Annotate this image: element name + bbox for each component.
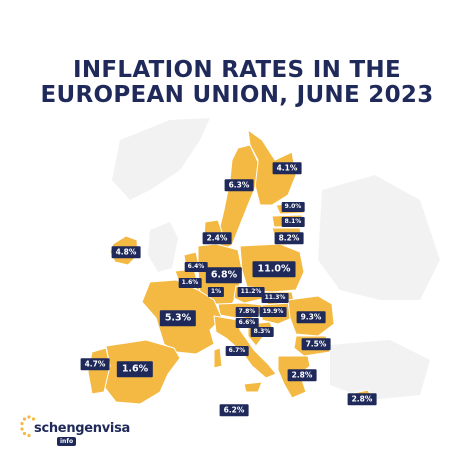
label-denmark: 2.4% — [202, 232, 232, 244]
label-spain: 1.6% — [116, 361, 154, 377]
label-germany: 6.8% — [205, 267, 243, 283]
label-netherlands: 6.4% — [184, 262, 208, 272]
label-malta: 6.2% — [219, 404, 249, 416]
label-slovakia: 11.3% — [261, 293, 289, 303]
label-bulgaria: 7.5% — [301, 338, 331, 350]
label-italy: 6.7% — [225, 346, 249, 356]
label-luxembourg: 1% — [207, 287, 225, 297]
logo-wordmark: schengenvisa — [34, 421, 130, 436]
label-poland: 11.0% — [252, 261, 296, 277]
label-greece: 2.8% — [287, 369, 317, 381]
label-lithuania: 8.2% — [274, 232, 304, 244]
label-croatia: 8.3% — [250, 327, 274, 337]
schengenvisa-logo-stars-icon — [20, 415, 36, 438]
label-france: 5.3% — [159, 310, 197, 326]
label-ireland: 4.8% — [111, 246, 141, 258]
label-finland: 4.1% — [272, 162, 302, 174]
country-finland — [247, 129, 297, 206]
island-sardinia — [213, 347, 223, 369]
label-austria: 7.8% — [235, 307, 259, 317]
island-sicily — [243, 381, 263, 393]
label-estonia: 9.0% — [281, 202, 305, 212]
label-cyprus: 2.8% — [347, 393, 377, 405]
title-line-1: INFLATION RATES IN THE — [72, 57, 401, 83]
label-czechia: 11.2% — [237, 287, 265, 297]
logo-info-badge: info — [57, 437, 77, 446]
title-line-2: EUROPEAN UNION, JUNE 2023 — [40, 82, 434, 108]
label-sweden: 6.3% — [224, 179, 254, 191]
label-romania: 9.3% — [296, 311, 326, 323]
label-slovenia: 6.6% — [235, 318, 259, 328]
label-belgium: 1.6% — [178, 278, 202, 288]
label-latvia: 8.1% — [281, 217, 305, 227]
label-hungary: 19.9% — [259, 307, 287, 317]
label-portugal: 4.7% — [80, 358, 110, 370]
non-eu-land — [112, 118, 440, 400]
